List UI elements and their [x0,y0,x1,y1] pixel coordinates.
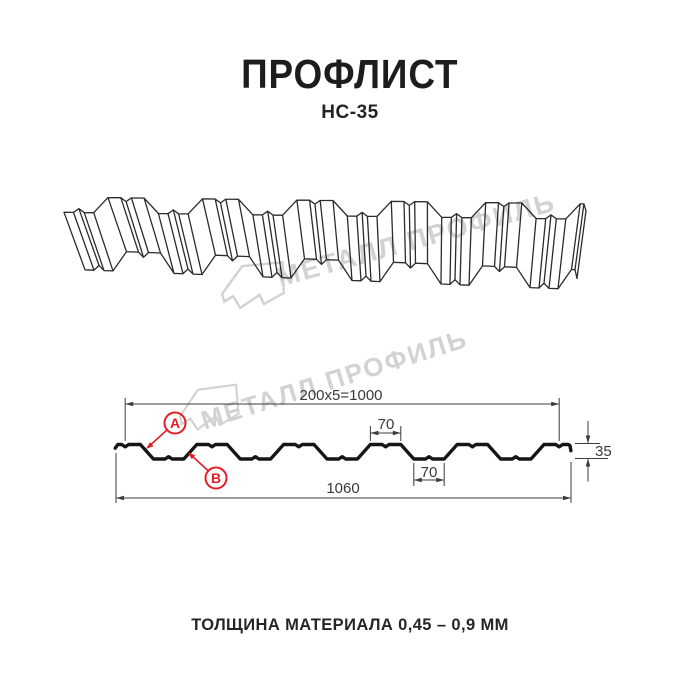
dim-label-crest-width: 70 [378,416,395,433]
cross-section-profile [113,442,573,461]
dimension-lines [115,398,608,503]
marker-a-label: A [170,415,180,431]
dim-label-useful-width: 200x5=1000 [300,387,383,404]
profile-3d-sheet [63,196,587,290]
marker-leader-lines [146,429,209,472]
page-title: ПРОФЛИСТ [241,51,459,97]
page-subtitle: НС-35 [321,102,379,123]
dim-label-overall-width: 1060 [326,480,359,497]
marker-b-circle [204,466,228,490]
dim-label-trough-width: 70 [421,464,438,481]
marker-b-label: B [211,470,221,486]
marker-arrowheads [146,442,196,460]
material-thickness-note: ТОЛЩИНА МАТЕРИАЛА 0,45 – 0,9 ММ [191,616,509,634]
dim-label-height: 35 [595,443,612,460]
